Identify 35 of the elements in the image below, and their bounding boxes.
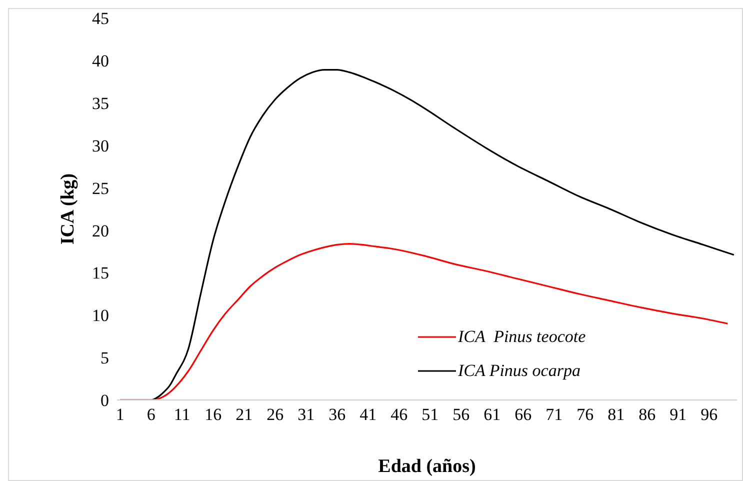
x-tick-label: 21 [236, 405, 253, 424]
line-series [119, 68, 735, 400]
x-tick-label: 66 [514, 405, 532, 424]
x-tick-label: 36 [328, 405, 346, 424]
x-tick-label: 71 [546, 405, 563, 424]
y-tick-label: 20 [92, 221, 109, 240]
x-tick-label: 56 [452, 405, 470, 424]
y-tick-label: 40 [92, 51, 109, 70]
x-axis-title: Edad (años) [378, 456, 476, 477]
x-tick-label: 11 [174, 405, 190, 424]
y-tick-label: 5 [100, 348, 109, 368]
y-axis-title: ICA (kg) [58, 173, 79, 245]
legend-label: ICA Pinus ocarpa [458, 361, 580, 381]
y-tick-label: 45 [92, 9, 109, 28]
y-tick-label: 25 [92, 178, 109, 198]
x-tick-label: 16 [204, 405, 222, 424]
x-tick-label: 76 [576, 405, 594, 424]
legend-label: ICA Pinus teocote [458, 327, 586, 347]
x-tick-label: 81 [608, 405, 625, 424]
x-tick-label: 61 [484, 405, 501, 424]
x-tick-label: 1 [116, 405, 124, 424]
x-tick-label: 96 [700, 405, 718, 424]
x-tick-label: 26 [266, 405, 284, 424]
y-tick-label: 15 [92, 264, 109, 283]
y-tick-label: 10 [92, 306, 109, 326]
x-tick-label: 86 [638, 405, 656, 424]
x-tick-label: 6 [146, 405, 156, 424]
y-tick-label: 30 [92, 136, 109, 156]
x-tick-label: 91 [670, 405, 687, 424]
x-tick-label: 51 [422, 405, 439, 424]
y-tick-label: 0 [100, 391, 109, 410]
y-tick-label: 35 [92, 94, 109, 113]
x-tick-label: 31 [298, 405, 315, 424]
x-tick-label: 46 [390, 405, 408, 424]
x-tick-label: 41 [360, 405, 377, 424]
